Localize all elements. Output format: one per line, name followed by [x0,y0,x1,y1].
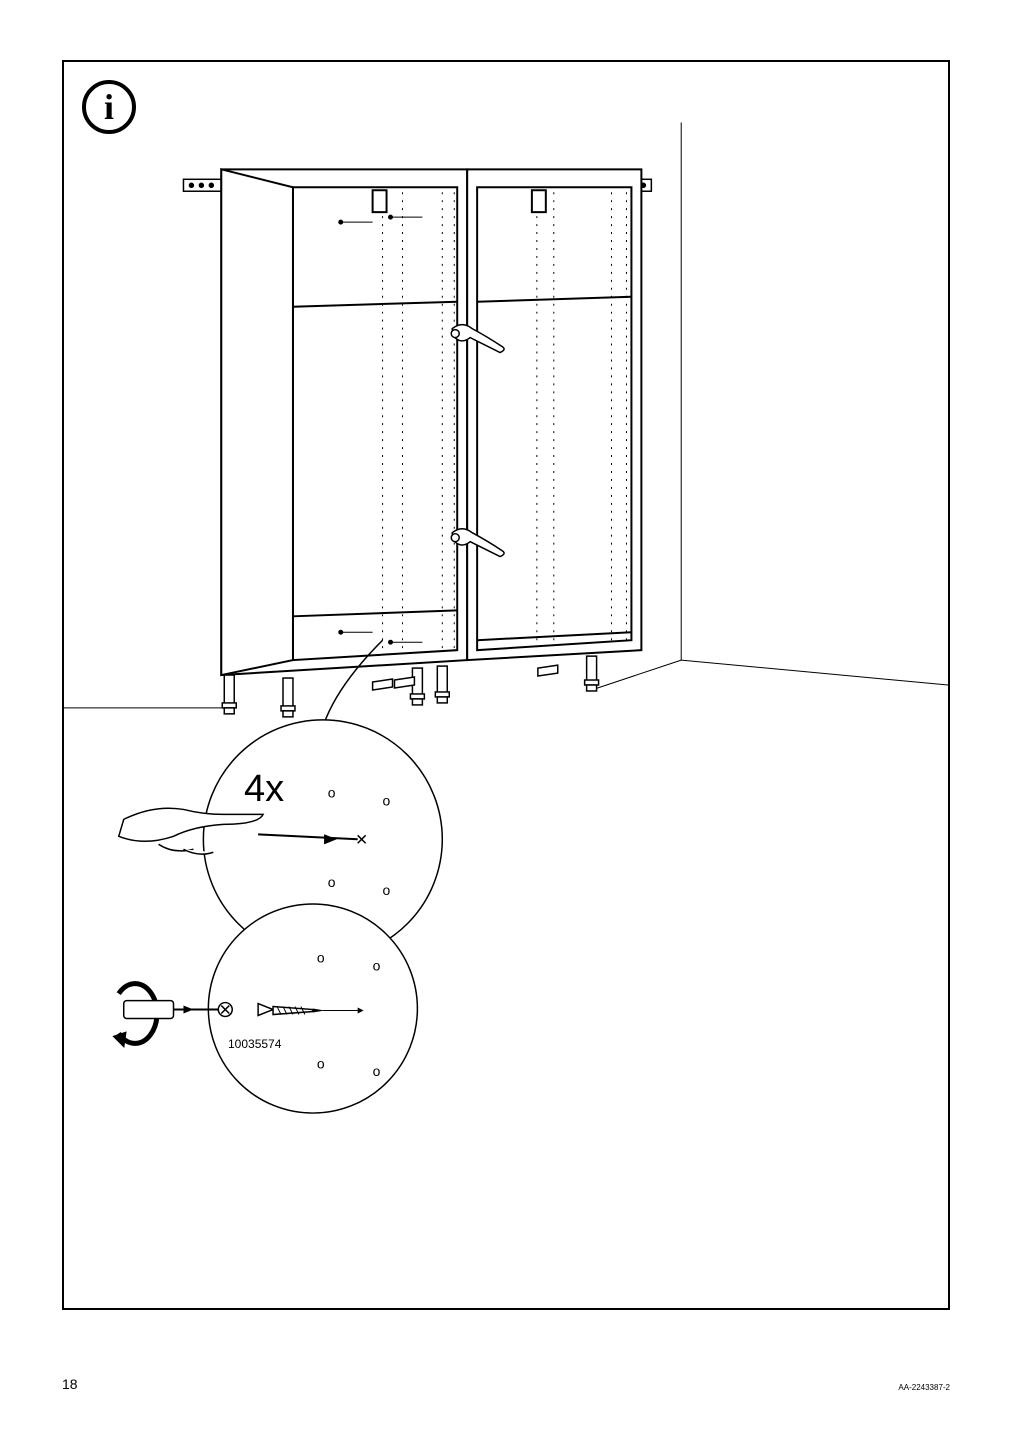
svg-text:o: o [328,874,336,890]
svg-text:o: o [383,792,391,808]
page-number: 18 [62,1376,78,1392]
svg-text:o: o [373,958,381,974]
document-id: AA-2243387-2 [898,1383,950,1392]
svg-text:o: o [328,784,336,800]
detail-bubble-screw: o o o o [114,904,418,1113]
svg-text:o: o [383,882,391,898]
cabinet-left [221,169,467,675]
svg-text:o: o [317,1055,325,1071]
cabinet-right [467,169,641,660]
assembly-illustration: o o o o o o [64,62,948,1308]
svg-text:o: o [317,950,325,966]
svg-text:o: o [373,1063,381,1079]
page-frame: i [62,60,950,1310]
quantity-label: 4x [244,768,284,811]
part-number-label: 10035574 [228,1037,281,1051]
